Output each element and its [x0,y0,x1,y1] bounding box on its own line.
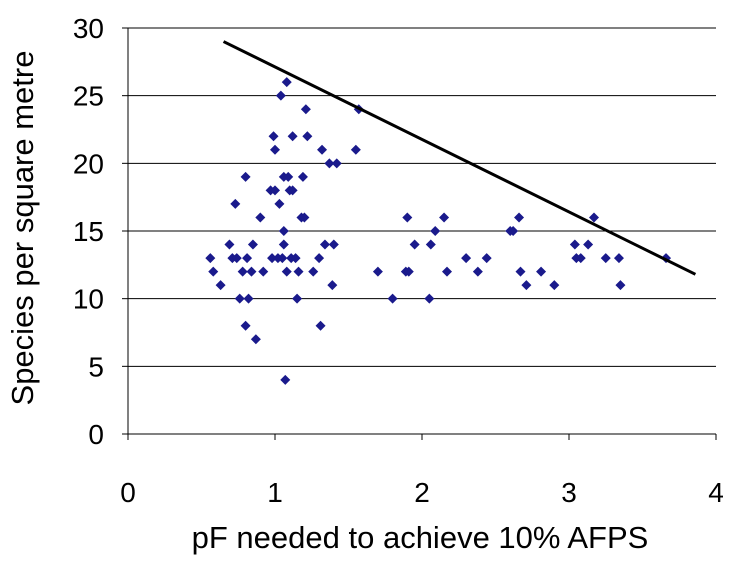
data-point-84 [613,253,624,264]
y-tick-label-10: 10 [73,284,104,315]
data-point-45 [302,131,313,142]
data-point-80 [575,253,586,264]
data-point-74 [515,266,526,277]
data-point-32 [281,266,292,277]
data-point-81 [583,239,594,250]
data-point-69 [472,266,483,277]
data-point-77 [549,280,560,291]
data-point-47 [314,253,325,264]
data-point-78 [569,239,580,250]
trend-line-layer [222,40,697,276]
data-point-57 [372,266,383,277]
data-point-8 [237,266,248,277]
data-point-6 [231,253,242,264]
data-point-39 [292,293,303,304]
data-point-15 [250,334,261,345]
data-point-82 [588,212,599,223]
data-point-58 [387,293,398,304]
data-point-52 [327,280,338,291]
data-point-28 [278,226,289,236]
data-point-64 [425,239,436,250]
data-point-65 [430,226,441,236]
data-point-70 [481,253,492,264]
data-point-66 [439,212,450,223]
data-point-24 [274,198,285,209]
y-tick-label-30: 30 [73,13,104,44]
data-point-83 [600,253,611,264]
data-point-14 [247,239,258,250]
data-point-67 [441,266,452,277]
data-point-68 [461,253,472,264]
trend-line [222,40,697,276]
data-point-40 [293,266,304,277]
data-point-76 [536,266,547,277]
data-point-36 [287,131,298,142]
data-point-46 [308,266,319,277]
x-tick-label-0: 0 [120,477,136,508]
data-point-48 [315,320,326,331]
data-point-10 [240,320,251,331]
data-point-51 [324,158,335,169]
data-point-17 [258,266,269,277]
data-point-53 [328,239,339,250]
x-tick-label-3: 3 [561,477,577,508]
data-point-7 [234,293,245,304]
data-point-19 [267,253,278,264]
data-point-5 [230,198,241,209]
data-point-26 [277,253,288,264]
data-point-3 [224,239,235,250]
data-point-54 [331,158,342,169]
data-point-62 [409,239,420,250]
data-point-37 [287,185,298,196]
data-point-85 [615,280,626,291]
x-tick-label-2: 2 [414,477,430,508]
y-tick-label-15: 15 [73,216,104,247]
data-point-43 [299,212,310,223]
data-point-75 [521,280,532,291]
data-point-38 [290,253,301,264]
data-point-11 [242,253,253,264]
y-tick-label-20: 20 [73,148,104,179]
x-tick-label-4: 4 [708,477,724,508]
x-axis-title: pF needed to achieve 10% AFPS [192,520,649,555]
data-point-31 [281,77,292,88]
data-point-25 [275,90,286,101]
axes [122,27,717,440]
data-point-50 [319,239,330,250]
data-point-12 [243,293,254,304]
data-point-30 [280,374,291,385]
data-point-55 [350,144,361,155]
data-point-60 [402,212,413,223]
data-point-16 [255,212,266,223]
data-point-44 [300,104,311,115]
data-point-20 [268,131,279,142]
y-tick-label-0: 0 [88,419,104,450]
gridlines [128,27,716,367]
data-point-22 [270,144,280,155]
data-point-42 [297,171,308,182]
data-point-1 [208,266,219,277]
data-point-13 [246,266,257,277]
x-tick-label-1: 1 [267,477,283,508]
y-tick-label-25: 25 [73,81,104,112]
data-point-72 [508,226,519,236]
y-tick-label-5: 5 [88,351,104,382]
data-point-73 [514,212,525,223]
data-point-61 [403,266,414,277]
data-point-29 [278,239,289,250]
data-point-21 [270,185,280,196]
data-point-33 [283,171,294,182]
tick-labels: 0 5 10 15 20 25 30 0 1 2 3 4 [73,13,724,508]
y-axis-title: Species per square metre [5,51,40,406]
data-point-63 [424,293,435,304]
data-point-9 [240,171,251,182]
data-point-49 [317,144,328,155]
data-point-0 [205,253,216,264]
data-point-2 [215,280,226,291]
